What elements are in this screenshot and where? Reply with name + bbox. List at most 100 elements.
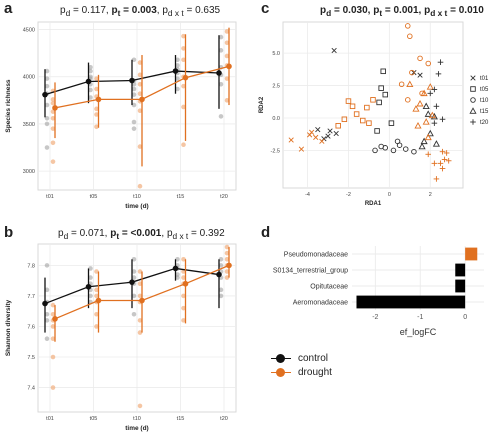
- point-drought: [137, 183, 143, 189]
- marker-plus: [433, 176, 440, 182]
- marker-triangle: [420, 89, 428, 97]
- point-drought: [224, 269, 230, 274]
- point-control: [131, 256, 137, 262]
- marker-x: [313, 134, 319, 141]
- point-control: [44, 318, 50, 323]
- point-drought: [181, 33, 186, 39]
- marker-stroke: [315, 127, 321, 133]
- bar-category-label: Pseudomonadaceae: [284, 252, 348, 259]
- point-drought: [224, 256, 230, 262]
- legend-control: control: [270, 352, 328, 364]
- point-drought: [181, 104, 186, 110]
- mean-point-control: [216, 271, 222, 278]
- legend-label-t05: t05: [480, 87, 489, 93]
- point-drought: [224, 76, 230, 81]
- marker-stroke: [298, 146, 305, 152]
- marker-stroke: [313, 134, 319, 141]
- marker-triangle: [416, 99, 424, 107]
- x-axis-label: time (d): [125, 425, 148, 432]
- x-tick-label: t05: [90, 194, 98, 200]
- y-tick-label: 7.4: [27, 386, 35, 392]
- marker-stroke: [319, 138, 325, 144]
- y-tick-label: 3000: [23, 169, 35, 175]
- bar-Pseudomonadaceae: [465, 247, 478, 261]
- marker-circle: [398, 81, 405, 88]
- point-control: [88, 68, 93, 74]
- mean-point-control: [42, 300, 48, 307]
- x-tick-label: -1: [417, 314, 423, 321]
- point-drought: [181, 275, 186, 280]
- point-control: [88, 65, 93, 70]
- marker-x: [327, 128, 333, 134]
- marker-triangle: [428, 111, 436, 119]
- point-control: [131, 275, 137, 280]
- point-drought: [137, 108, 143, 114]
- legend-drought-symbol: [270, 366, 292, 378]
- x-tick-label: 0: [463, 314, 467, 321]
- point-drought: [224, 250, 230, 256]
- mean-point-drought: [139, 297, 145, 304]
- x-tick-label: 0: [388, 192, 391, 198]
- marker-circle: [407, 33, 413, 40]
- marker-square: [378, 85, 384, 91]
- point-control: [44, 263, 50, 268]
- point-drought: [137, 60, 143, 65]
- point-control: [131, 293, 137, 299]
- point-control: [44, 115, 50, 121]
- mean-point-control: [129, 77, 135, 84]
- marker-triangle: [424, 133, 432, 141]
- mean-point-control: [129, 279, 135, 285]
- mean-point-drought: [139, 96, 145, 103]
- y-tick-label: 5.0: [272, 51, 280, 57]
- marker-triangle: [430, 112, 438, 120]
- point-control: [44, 145, 50, 150]
- point-drought: [137, 281, 143, 287]
- x-tick-label: -2: [372, 314, 378, 321]
- y-tick-label: 7.6: [27, 324, 35, 330]
- legend-label-t15: t15: [480, 109, 489, 115]
- marker-triangle: [418, 142, 426, 150]
- bar-category-label: S0134_terrestrial_group: [273, 268, 348, 275]
- marker-plus: [439, 116, 446, 123]
- point-control: [175, 275, 180, 280]
- marker-square: [374, 128, 380, 134]
- point-drought: [224, 40, 230, 46]
- marker-x: [470, 75, 476, 81]
- point-control: [218, 256, 224, 262]
- marker-circle: [405, 23, 411, 29]
- y-tick-label: -2.5: [271, 148, 280, 154]
- point-drought: [50, 97, 56, 102]
- point-control: [218, 263, 224, 268]
- marker-circle: [372, 147, 378, 154]
- point-drought: [50, 324, 56, 329]
- point-control: [44, 287, 50, 293]
- point-drought: [137, 293, 143, 299]
- marker-x: [331, 47, 337, 54]
- mean-point-drought: [226, 63, 232, 70]
- marker-plus: [470, 119, 476, 125]
- y-tick-label: 7.7: [27, 294, 35, 300]
- legend-drought: drought: [270, 366, 332, 378]
- point-drought: [50, 302, 56, 308]
- plot-area: [282, 21, 464, 189]
- marker-triangle: [412, 105, 420, 112]
- mean-point-drought: [182, 74, 189, 81]
- marker-square: [380, 68, 386, 75]
- marker-plus: [441, 156, 448, 163]
- mean-point-control: [216, 70, 222, 76]
- marker-triangle: [414, 122, 422, 129]
- x-axis-label: ef_logFC: [400, 327, 437, 337]
- point-drought: [137, 318, 143, 323]
- panel-b-title: pd = 0.071, pt = <0.001, pd x t = 0.392: [58, 228, 225, 241]
- point-drought: [50, 354, 56, 360]
- marker-circle: [394, 138, 401, 145]
- point-drought: [181, 293, 186, 299]
- marker-square: [335, 122, 341, 129]
- mean-point-drought: [52, 105, 58, 111]
- point-control: [44, 102, 50, 108]
- marker-square: [470, 86, 476, 92]
- marker-x: [319, 138, 325, 144]
- marker-stroke: [309, 129, 315, 135]
- panel-letter-d: d: [261, 224, 271, 241]
- point-drought: [94, 269, 99, 274]
